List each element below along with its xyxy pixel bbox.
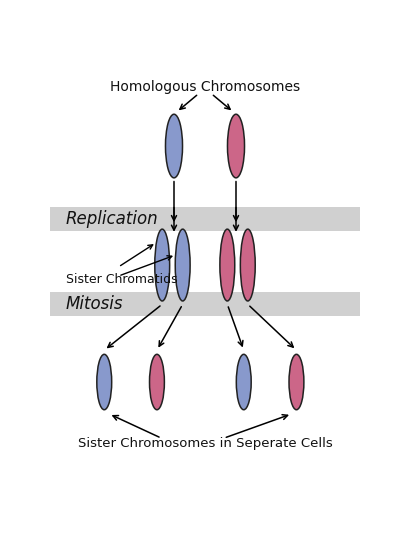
Bar <box>50 292 360 316</box>
Ellipse shape <box>289 354 304 410</box>
Text: Sister Chromatids: Sister Chromatids <box>66 273 177 286</box>
Ellipse shape <box>175 229 190 301</box>
Ellipse shape <box>236 354 251 410</box>
Text: Sister Chromosomes in Seperate Cells: Sister Chromosomes in Seperate Cells <box>78 437 332 450</box>
Ellipse shape <box>97 354 112 410</box>
Text: Replication: Replication <box>66 209 158 228</box>
Text: Mitosis: Mitosis <box>66 295 123 313</box>
Ellipse shape <box>220 229 235 301</box>
Ellipse shape <box>228 114 244 178</box>
Bar <box>50 207 360 231</box>
Ellipse shape <box>150 354 164 410</box>
Ellipse shape <box>155 229 170 301</box>
Text: Homologous Chromosomes: Homologous Chromosomes <box>110 79 300 93</box>
Ellipse shape <box>166 114 182 178</box>
Ellipse shape <box>240 229 255 301</box>
